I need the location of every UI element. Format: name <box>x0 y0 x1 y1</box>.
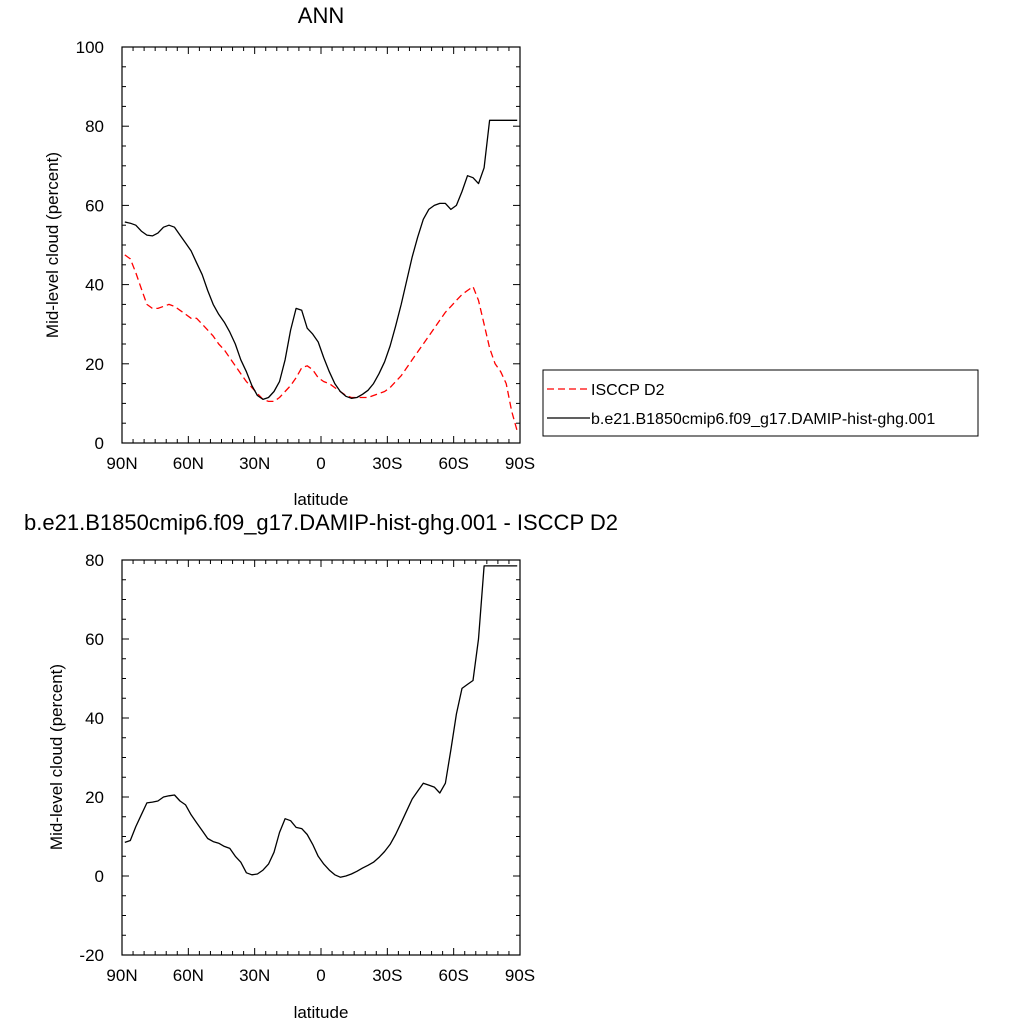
panel-difference: b.e21.B1850cmip6.f09_g17.DAMIP-hist-ghg.… <box>24 510 618 1022</box>
x-tick-label: 90N <box>106 966 137 985</box>
y-tick-label: 60 <box>85 196 104 215</box>
series-line-isccp-d2 <box>124 254 518 432</box>
x-tick-label: 60N <box>173 966 204 985</box>
y-tick-label: 0 <box>95 867 104 886</box>
x-tick-label: 60N <box>173 454 204 473</box>
chart-title: ANN <box>298 3 344 28</box>
y-tick-label: 20 <box>85 788 104 807</box>
x-tick-label: 30S <box>372 966 402 985</box>
y-axis-label: Mid-level cloud (percent) <box>47 664 66 850</box>
plot-frame <box>121 46 521 444</box>
plot-area: 90N 60N 30N 0 30S 60S 90S 0 20 40 60 80 100 <box>76 38 536 473</box>
plot-area: 90N 60N 30N 0 30S 60S 90S -20 0 20 40 60 80 <box>79 551 535 985</box>
x-tick-label: 30N <box>239 454 270 473</box>
y-axis-label: Mid-level cloud (percent) <box>43 152 62 338</box>
x-tick-label: 90S <box>505 454 535 473</box>
x-axis-label: latitude <box>294 1003 349 1022</box>
panel-annual-mean: ANN 90N 60N 30N 0 30S 60S 90S 0 20 40 60 80 100 lati… <box>43 3 979 509</box>
legend-box <box>542 369 979 437</box>
x-tick-label: 90N <box>106 454 137 473</box>
y-tick-label: 40 <box>85 276 104 295</box>
y-tick-label: 0 <box>95 434 104 453</box>
series-line-difference <box>124 565 518 878</box>
y-tick-label: 100 <box>76 38 104 57</box>
x-tick-label: 60S <box>439 966 469 985</box>
y-tick-label: 80 <box>85 551 104 570</box>
x-tick-label: 0 <box>316 454 325 473</box>
legend: ISCCP D2 b.e21.B1850cmip6.f09_g17.DAMIP-… <box>542 369 979 437</box>
chart-title: b.e21.B1850cmip6.f09_g17.DAMIP-hist-ghg.… <box>24 510 618 535</box>
legend-label-model: b.e21.B1850cmip6.f09_g17.DAMIP-hist-ghg.… <box>591 411 935 428</box>
x-tick-label: 90S <box>505 966 535 985</box>
x-tick-label: 60S <box>439 454 469 473</box>
y-tick-label: 20 <box>85 355 104 374</box>
x-axis-label: latitude <box>294 490 349 509</box>
x-tick-label: 30S <box>372 454 402 473</box>
x-tick-label: 30N <box>239 966 270 985</box>
y-tick-label: 60 <box>85 630 104 649</box>
plot-frame <box>121 559 521 956</box>
x-tick-label: 0 <box>316 966 325 985</box>
y-tick-label: -20 <box>79 946 104 965</box>
y-tick-label: 40 <box>85 709 104 728</box>
y-tick-label: 80 <box>85 117 104 136</box>
series-line-model <box>124 119 518 401</box>
legend-label-isccp: ISCCP D2 <box>591 382 665 399</box>
